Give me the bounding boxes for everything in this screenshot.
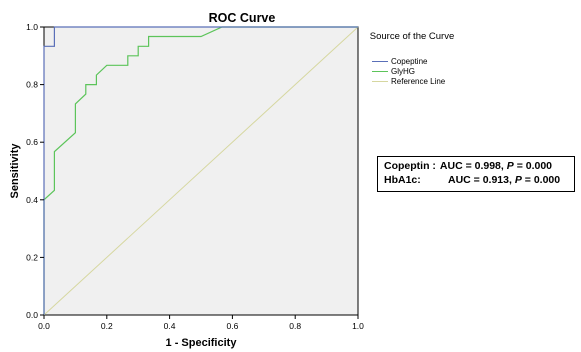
- series-line-glyhg: [43, 26, 358, 315]
- legend-label-copeptine: Copeptine: [391, 57, 428, 66]
- auc-annotation-box: Copeptin : AUC = 0.998, P = 0.000 HbA1c: A…: [377, 156, 575, 192]
- legend-swatch-reference-line: [372, 81, 388, 83]
- series-layer: [43, 26, 359, 316]
- p-label-hba1c: P: [514, 174, 522, 186]
- auc-row-copeptin: Copeptin : AUC = 0.998, P = 0.000: [384, 159, 568, 173]
- auc-label-hba1c: HbA1c:: [384, 174, 421, 186]
- auc-value-copeptin: AUC = 0.998,: [439, 160, 504, 172]
- x-tick-label: 0.6: [226, 321, 238, 331]
- y-axis-label: Sensitivity: [9, 143, 21, 199]
- series-line-copeptine: [43, 26, 358, 315]
- legend-label-glyhg: GlyHG: [391, 67, 415, 76]
- p-label-copeptin: P: [506, 160, 514, 172]
- x-tick-label: 0.8: [289, 321, 301, 331]
- legend-item-glyhg: GlyHG: [372, 67, 415, 76]
- y-tick-label: 0.2: [26, 252, 38, 262]
- legend-label-reference-line: Reference Line: [391, 77, 446, 86]
- y-tick-label: 0.0: [26, 310, 38, 320]
- legend-item-copeptine: Copeptine: [372, 57, 427, 66]
- y-tick-label: 1.0: [26, 22, 38, 32]
- p-value-copeptin: = 0.000: [516, 160, 553, 172]
- x-tick-label: 0.4: [164, 321, 176, 331]
- legend-swatch-copeptine: [372, 61, 388, 63]
- auc-row-hba1c: HbA1c: AUC = 0.913, P = 0.000: [384, 173, 568, 187]
- legend-swatch-glyhg: [372, 71, 388, 73]
- auc-value-hba1c: AUC = 0.913,: [448, 174, 512, 186]
- series-line-reference-line: [43, 26, 359, 316]
- p-value-hba1c: = 0.000: [524, 174, 561, 186]
- x-tick-label: 1.0: [352, 321, 364, 331]
- y-tick-label: 0.8: [26, 80, 38, 90]
- x-tick-label: 0.2: [101, 321, 113, 331]
- y-tick-label: 0.6: [26, 137, 38, 147]
- auc-label-copeptin: Copeptin :: [384, 160, 436, 172]
- x-axis-label: 1 - Specificity: [166, 337, 238, 349]
- x-tick-label: 0.0: [38, 321, 50, 331]
- axis-layer: 0.0 0.2 0.4 0.6 0.8 1.0 0.0 0.2 0.4 0.6 0.8 1.0: [26, 22, 364, 331]
- y-tick-label: 0.4: [26, 195, 38, 205]
- legend-title: Source of the Curve: [369, 31, 455, 42]
- chart-title: ROC Curve: [209, 11, 276, 25]
- legend-item-reference-line: Reference Line: [372, 77, 445, 86]
